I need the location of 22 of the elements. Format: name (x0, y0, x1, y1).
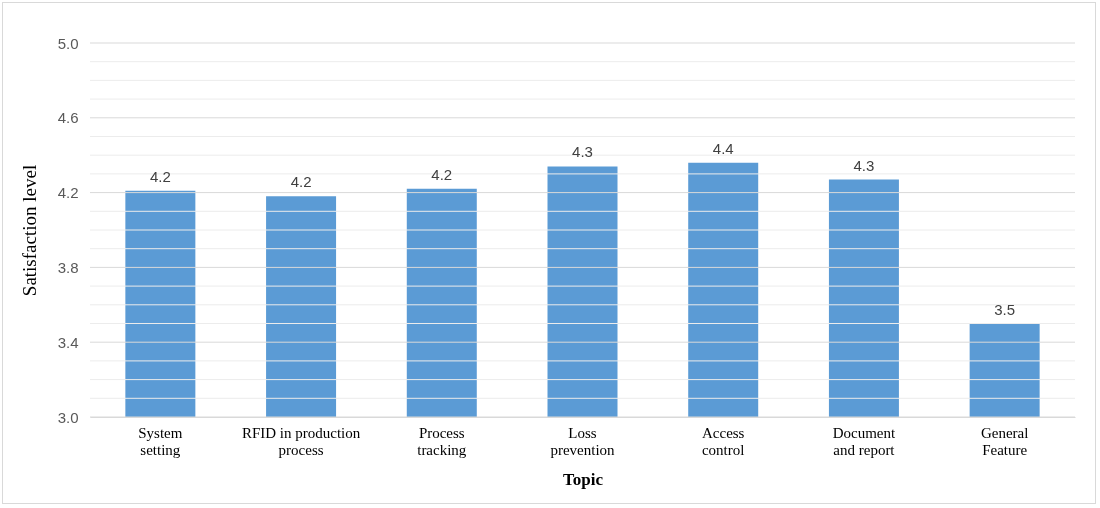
y-axis-title: Satisfaction level (18, 164, 40, 297)
y-tick-label: 4.6 (57, 109, 79, 127)
x-axis-title: Topic (562, 469, 604, 489)
data-label: 3.5 (994, 300, 1016, 318)
y-tick-label: 3.0 (57, 408, 79, 426)
data-label: 4.3 (853, 156, 875, 174)
data-label: 4.3 (572, 143, 593, 161)
x-tick-label: System setting (138, 424, 183, 458)
y-tick-label: 3.8 (57, 258, 79, 276)
data-label: 4.2 (149, 167, 171, 185)
x-tick-label: Loss prevention (550, 424, 616, 458)
data-label: 4.2 (431, 165, 453, 183)
x-tick-label: Document and report (832, 424, 896, 458)
x-tick-label: Access control (701, 424, 745, 458)
y-tick-label: 3.4 (57, 333, 79, 351)
x-tick-label: Process tracking (417, 424, 467, 458)
y-tick-label: 4.2 (57, 184, 79, 202)
x-tick-label: RFID in production process (241, 424, 361, 458)
y-tick-label: 5.0 (57, 34, 79, 52)
data-label: 4.4 (712, 139, 734, 157)
x-tick-label: General Feature (980, 424, 1029, 458)
data-label: 4.2 (290, 173, 312, 191)
